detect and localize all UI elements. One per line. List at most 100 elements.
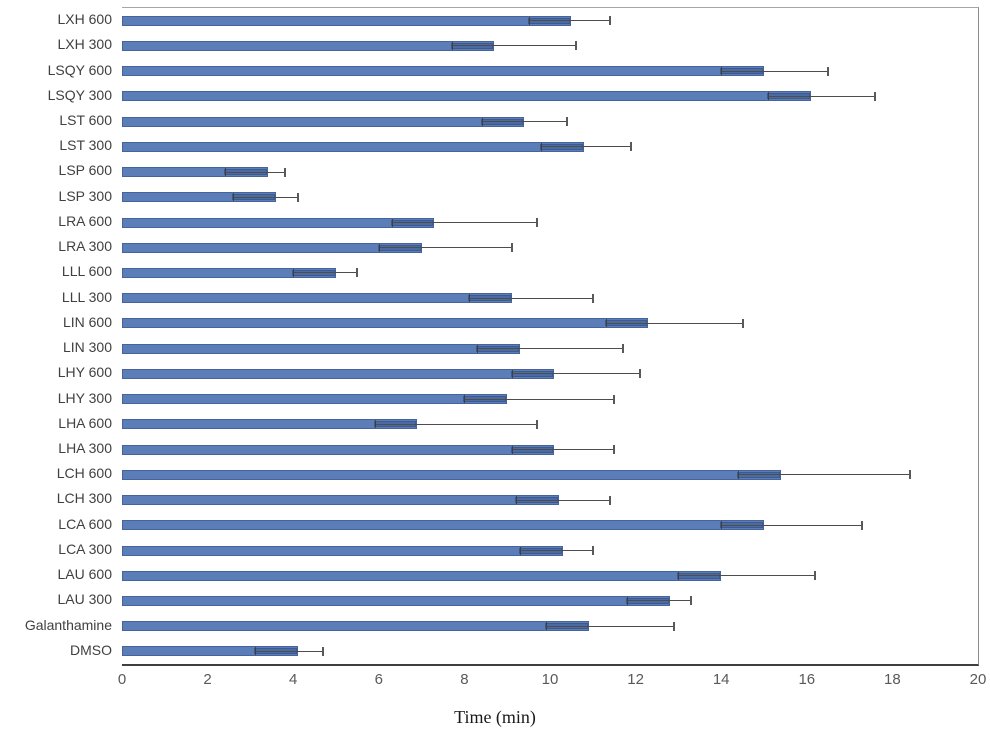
error-bar-cap (621, 344, 624, 354)
category-label: LHY 300 (57, 389, 112, 406)
x-tick-label: 20 (969, 671, 987, 688)
bar (122, 621, 589, 632)
bar (122, 141, 585, 152)
error-bar-cap (690, 596, 693, 606)
category-label: Galanthamine (24, 616, 112, 633)
error-bar-whisker (374, 423, 538, 425)
x-tick-label: 2 (203, 671, 212, 688)
error-bar-cap (608, 495, 611, 505)
category-label: LST 600 (59, 111, 112, 128)
x-tick-label: 4 (289, 671, 298, 688)
error-bar-whisker (378, 247, 512, 249)
bar (122, 217, 435, 228)
bar (122, 91, 812, 102)
bar (122, 444, 555, 455)
error-bar-whisker (391, 222, 538, 223)
error-bar-cap (814, 571, 817, 581)
error-bar-cap (673, 621, 676, 631)
error-bar-cap (608, 16, 611, 26)
category-label: LLL 300 (61, 288, 112, 305)
error-bar-cap (283, 167, 286, 177)
category-label: LHA 600 (58, 414, 112, 431)
error-bar-cap (638, 369, 641, 379)
bar (122, 40, 495, 51)
bar (122, 293, 512, 304)
error-bar-cap (574, 41, 577, 51)
error-bar-minus-tick (481, 117, 483, 126)
x-tick-label: 16 (798, 671, 816, 688)
error-bar-minus-tick (627, 596, 628, 605)
error-bar-minus-tick (254, 647, 256, 656)
error-bar-cap (613, 445, 616, 454)
category-label: LXH 300 (57, 36, 112, 53)
error-bar-cap (536, 419, 539, 429)
error-bar-whisker (451, 45, 576, 47)
error-bar-minus-tick (374, 420, 376, 429)
x-tick-label: 8 (460, 671, 469, 688)
error-bar-minus-tick (520, 546, 521, 555)
category-label: DMSO (70, 641, 112, 658)
bar (122, 520, 764, 531)
category-label: LRA 600 (58, 212, 112, 229)
error-bar-minus-tick (721, 67, 723, 76)
error-bar-minus-tick (451, 41, 453, 50)
error-bar-minus-tick (768, 92, 770, 101)
error-bar-minus-tick (391, 218, 393, 227)
bar (122, 368, 555, 379)
error-bar-minus-tick (468, 294, 470, 303)
bar (122, 495, 559, 505)
x-tick-label: 12 (627, 671, 644, 688)
error-bar-cap (510, 243, 513, 253)
error-bar-whisker (468, 297, 593, 299)
error-bar-cap (536, 218, 539, 227)
error-bar-whisker (520, 550, 593, 551)
error-bar-minus-tick (545, 622, 547, 631)
bar (122, 570, 722, 581)
error-bar-whisker (464, 398, 615, 400)
bar (122, 116, 525, 127)
category-label: LCH 300 (56, 490, 112, 507)
category-label: LSQY 300 (47, 86, 112, 103)
error-bar-whisker (515, 499, 610, 501)
error-bar-minus-tick (477, 344, 479, 353)
error-bar-whisker (477, 348, 623, 350)
error-bar-whisker (481, 121, 568, 122)
error-bar-whisker (721, 524, 863, 526)
error-bar-cap (861, 520, 864, 530)
error-bar-minus-tick (511, 369, 513, 378)
x-tick-label: 0 (117, 671, 127, 688)
category-label: LIN 600 (62, 313, 112, 330)
category-label: LIN 300 (62, 339, 112, 355)
error-bar-cap (591, 546, 594, 555)
error-bar-cap (827, 66, 830, 76)
bar (122, 394, 508, 405)
bar (122, 419, 418, 430)
bar (122, 242, 422, 253)
category-label: LLL 600 (61, 263, 112, 280)
error-bar-whisker (254, 650, 324, 652)
error-bar-whisker (605, 322, 743, 324)
error-bar-minus-tick (378, 243, 380, 252)
error-bar-minus-tick (528, 16, 530, 25)
category-label: LXH 600 (57, 11, 112, 27)
error-bar-whisker (541, 146, 632, 148)
category-label: LRA 300 (58, 238, 112, 255)
category-label: LSP 300 (58, 187, 112, 204)
error-bar-whisker (738, 474, 910, 476)
category-label: LSP 600 (58, 162, 112, 179)
error-bar-minus-tick (293, 268, 295, 277)
bar (122, 469, 782, 480)
x-tick-label: 18 (884, 671, 901, 688)
error-bar-minus-tick (541, 142, 543, 151)
x-tick-label: 6 (374, 671, 383, 688)
category-label: LCH 600 (56, 465, 112, 482)
error-bar-whisker (511, 449, 615, 450)
error-bar-whisker (768, 95, 876, 97)
error-bar-whisker (511, 373, 640, 375)
bar (122, 343, 520, 354)
error-bar-cap (613, 394, 616, 404)
error-bar-whisker (293, 272, 358, 274)
error-bar-cap (908, 470, 911, 480)
error-bar-whisker (233, 196, 298, 198)
